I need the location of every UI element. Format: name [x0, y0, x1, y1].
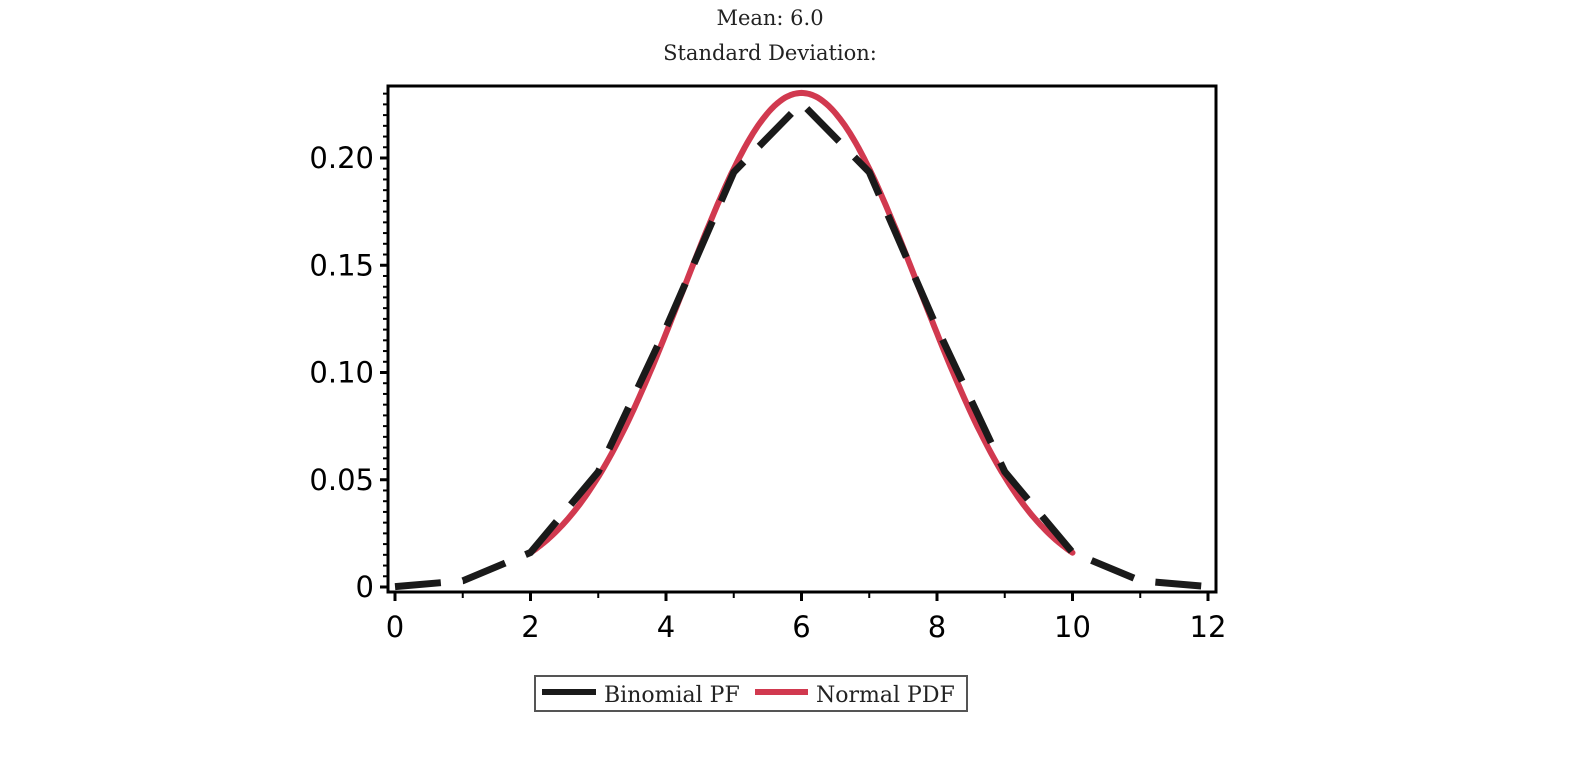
- legend-label-normal: Normal PDF: [816, 683, 955, 708]
- legend-box: [534, 675, 968, 712]
- x-tick-label: 8: [928, 610, 946, 644]
- x-tick-label: 0: [386, 610, 404, 644]
- series-layer: [394, 89, 1209, 591]
- y-tick-label: 0: [356, 570, 374, 604]
- x-axis-ticks: 0 2 4 6 8 10 12: [386, 592, 1227, 644]
- legend-label-binomial: Binomial PF: [604, 683, 740, 708]
- x-tick-label: 12: [1190, 610, 1227, 644]
- y-axis-ticks: 0 0.05 0.10 0.15 0.20: [309, 141, 388, 604]
- plot-frame: [386, 84, 1218, 594]
- x-minor-ticks: [461, 592, 1142, 598]
- x-tick-label: 2: [521, 610, 539, 644]
- y-tick-label: 0.15: [309, 248, 374, 282]
- x-tick-label: 6: [792, 610, 810, 644]
- y-tick-label: 0.05: [309, 463, 374, 497]
- y-tick-label: 0.10: [309, 356, 374, 390]
- x-tick-label: 10: [1054, 610, 1091, 644]
- series-line-binomial-pf: [394, 99, 1209, 591]
- legend: Binomial PF Normal PDF: [534, 675, 968, 712]
- series-line-normal-pdf: [527, 89, 1076, 556]
- chart-title-mean: Mean: 6.0: [716, 6, 824, 30]
- x-tick-label: 4: [657, 610, 675, 644]
- chart-title-standard-deviation: Standard Deviation:: [663, 41, 877, 65]
- y-tick-label: 0.20: [309, 141, 374, 175]
